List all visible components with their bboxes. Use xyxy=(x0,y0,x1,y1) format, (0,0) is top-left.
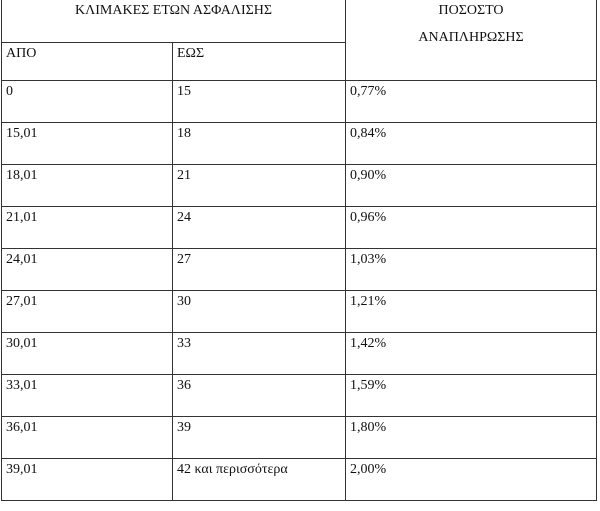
rate-cell: 0,96% xyxy=(345,206,598,249)
rate-cell: 2,00% xyxy=(345,458,598,501)
to-cell: 18 xyxy=(171,122,347,165)
from-cell: 0 xyxy=(1,80,173,123)
rate-header-line2: ΑΝΑΠΛΗΡΩΣΗΣ xyxy=(418,30,524,45)
table-row: 33,01 36 1,59% xyxy=(1,374,598,417)
rate-cell: 1,59% xyxy=(345,374,598,417)
rate-cell: 1,80% xyxy=(345,416,598,459)
rate-cell: 0,84% xyxy=(345,122,598,165)
to-cell: 42 και περισσότερα xyxy=(171,458,347,501)
table-row: 27,01 30 1,21% xyxy=(1,290,598,333)
from-cell: 33,01 xyxy=(1,374,173,417)
table-row: 18,01 21 0,90% xyxy=(1,164,598,207)
from-cell: 36,01 xyxy=(1,416,173,459)
to-cell: 21 xyxy=(171,164,347,207)
to-cell: 24 xyxy=(171,206,347,249)
table-row: 0 15 0,77% xyxy=(1,80,598,123)
insurance-years-header: ΚΛΙΜΑΚΕΣ ΕΤΩΝ ΑΣΦΑΛΙΣΗΣ xyxy=(0,0,347,43)
from-cell: 39,01 xyxy=(1,458,173,501)
from-cell: 21,01 xyxy=(1,206,173,249)
from-cell: 30,01 xyxy=(1,332,173,375)
table-row: 39,01 42 και περισσότερα 2,00% xyxy=(1,458,598,501)
to-cell: 15 xyxy=(171,80,347,123)
from-cell: 27,01 xyxy=(1,290,173,333)
to-cell: 33 xyxy=(171,332,347,375)
table-row: 36,01 39 1,80% xyxy=(1,416,598,459)
replacement-rate-table: ΚΛΙΜΑΚΕΣ ΕΤΩΝ ΑΣΦΑΛΙΣΗΣ ΠΟΣΟΣΤΟ ΑΝΑΠΛΗΡΩΣ… xyxy=(0,0,598,501)
table-row: 24,01 27 1,03% xyxy=(1,248,598,291)
table-row: 30,01 33 1,42% xyxy=(1,332,598,375)
from-header: ΑΠΟ xyxy=(1,42,173,81)
from-cell: 18,01 xyxy=(1,164,173,207)
table-row: 15,01 18 0,84% xyxy=(1,122,598,165)
rate-cell: 0,90% xyxy=(345,164,598,207)
rate-cell: 1,21% xyxy=(345,290,598,333)
group-header-text: ΚΛΙΜΑΚΕΣ ΕΤΩΝ ΑΣΦΑΛΙΣΗΣ xyxy=(74,3,273,18)
to-cell: 30 xyxy=(171,290,347,333)
to-cell: 27 xyxy=(171,248,347,291)
rate-cell: 0,77% xyxy=(345,80,598,123)
rate-header: ΠΟΣΟΣΤΟ ΑΝΑΠΛΗΡΩΣΗΣ xyxy=(345,0,598,81)
table-row: 21,01 24 0,96% xyxy=(1,206,598,249)
from-cell: 24,01 xyxy=(1,248,173,291)
rate-cell: 1,42% xyxy=(345,332,598,375)
from-cell: 15,01 xyxy=(1,122,173,165)
to-cell: 39 xyxy=(171,416,347,459)
rate-cell: 1,03% xyxy=(345,248,598,291)
to-header: ΕΩΣ xyxy=(171,42,347,81)
rate-header-line1: ΠΟΣΟΣΤΟ xyxy=(438,3,504,18)
to-cell: 36 xyxy=(171,374,347,417)
